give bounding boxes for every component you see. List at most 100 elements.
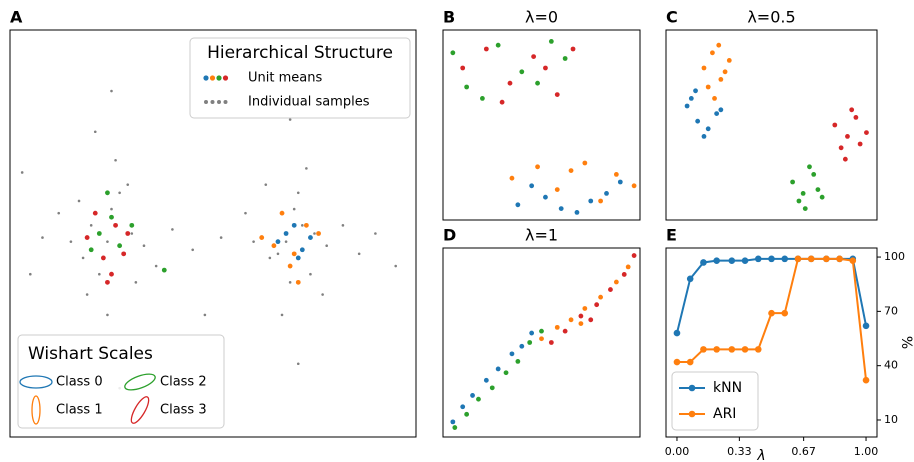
point <box>864 130 869 136</box>
point <box>705 126 711 132</box>
panel-frame <box>9 29 417 438</box>
sample-point <box>219 236 223 239</box>
sample-point <box>142 244 146 248</box>
point <box>105 279 110 285</box>
point <box>450 50 456 56</box>
series-point <box>713 257 720 264</box>
legend-label: Class 3 <box>160 403 207 418</box>
series-point <box>700 259 707 266</box>
point <box>693 88 698 94</box>
point <box>598 294 603 300</box>
series-point <box>836 255 843 263</box>
point <box>84 235 90 240</box>
point <box>279 210 285 216</box>
legend-box <box>17 334 225 429</box>
point <box>161 267 167 273</box>
panel-frame <box>665 29 878 221</box>
sample-point <box>296 362 300 366</box>
point <box>480 96 485 101</box>
point <box>807 164 812 170</box>
point <box>582 306 588 311</box>
point <box>811 172 817 177</box>
point <box>554 324 560 330</box>
sample-point <box>126 183 130 186</box>
legend-label: ARI <box>713 406 736 422</box>
point <box>800 191 806 196</box>
sample-point <box>93 130 97 134</box>
point <box>271 243 277 249</box>
point <box>845 134 850 139</box>
point <box>568 317 574 323</box>
point <box>308 235 313 240</box>
point <box>608 287 613 292</box>
point <box>625 264 631 270</box>
panel-frame <box>442 29 641 221</box>
point <box>452 425 458 430</box>
point <box>604 191 609 196</box>
point <box>464 411 470 417</box>
series-point <box>754 346 762 353</box>
series-point <box>728 346 736 353</box>
point <box>105 190 110 196</box>
point <box>535 80 540 86</box>
point <box>539 328 544 334</box>
point <box>705 84 711 90</box>
sample-point <box>77 199 81 203</box>
sample-point <box>301 224 304 227</box>
point <box>92 210 98 216</box>
series-point <box>768 255 775 263</box>
point <box>588 198 594 204</box>
panel-label: A <box>10 8 23 27</box>
point <box>507 80 513 86</box>
point <box>543 194 548 200</box>
point <box>701 65 707 71</box>
sample-point <box>309 272 312 276</box>
sample-point <box>252 240 255 243</box>
sample-point <box>85 293 89 296</box>
point <box>684 103 690 109</box>
series-point <box>728 257 736 264</box>
point <box>483 46 489 52</box>
point <box>796 198 802 204</box>
point <box>509 351 515 357</box>
point <box>483 377 489 383</box>
point <box>621 272 627 277</box>
panel-label: B <box>443 8 455 27</box>
series-point <box>741 346 749 353</box>
x-tick-label: 0.00 <box>665 445 690 458</box>
x-tick-label: 0.33 <box>727 445 752 458</box>
x-axis-label: λ <box>756 448 765 462</box>
point <box>259 235 265 240</box>
point <box>287 263 293 269</box>
legend-label: Individual samples <box>248 95 370 110</box>
point <box>598 198 603 204</box>
legend-swatch <box>688 384 696 392</box>
legend-box <box>189 37 411 119</box>
legend-title: Wishart Scales <box>28 344 153 364</box>
legend-swatch <box>223 100 228 104</box>
sample-point <box>284 240 288 243</box>
panel-frame <box>442 247 641 438</box>
series-point <box>686 275 694 283</box>
sample-point <box>106 313 109 317</box>
y-tick-label: 100 <box>884 250 905 263</box>
sample-point <box>276 252 280 256</box>
point <box>535 164 540 170</box>
point <box>631 253 637 258</box>
sample-point <box>280 313 284 317</box>
series-point <box>768 309 775 317</box>
point <box>529 183 535 189</box>
point <box>617 179 623 185</box>
sample-point <box>288 118 292 121</box>
series-point <box>807 255 815 263</box>
point <box>121 251 127 257</box>
point <box>568 168 574 174</box>
point <box>464 84 470 90</box>
legend-label: Class 2 <box>160 375 207 390</box>
series-line <box>676 257 868 381</box>
series-line <box>675 257 868 334</box>
point <box>495 366 501 372</box>
point <box>570 46 576 52</box>
legend-label: Unit means <box>248 71 322 86</box>
series-point <box>700 346 707 353</box>
